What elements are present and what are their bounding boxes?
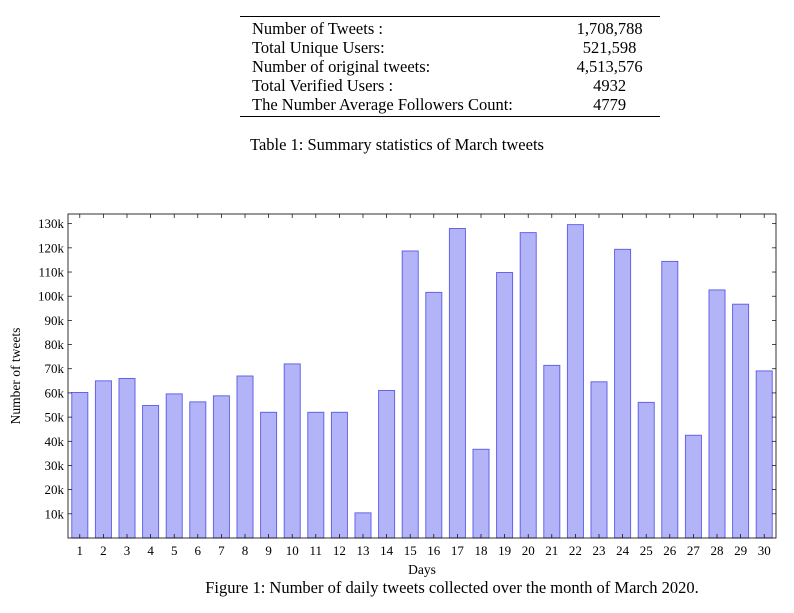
x-tick-label: 16 (427, 543, 441, 558)
x-tick-label: 10 (286, 543, 299, 558)
bar-day-10 (283, 363, 301, 539)
x-tick-label: 3 (124, 543, 131, 558)
y-tick-label: 50k (45, 410, 65, 425)
bar-day-16 (425, 291, 443, 539)
x-tick-label: 22 (569, 543, 582, 558)
daily-tweets-bar-chart: 1 2 3 4 5 6 7 8 9 10 11 12 13 14 15 16 17 18 19 20 21 22 23 24 2… (8, 213, 777, 577)
y-tick-label: 110k (38, 265, 64, 280)
bar-day-7 (212, 395, 230, 539)
table-row: The Number Average Followers Count: 4779 (240, 95, 660, 117)
x-tick-label: 2 (100, 543, 107, 558)
x-tick-label: 8 (242, 543, 249, 558)
bar-day-30 (755, 370, 773, 539)
bar-day-23 (590, 381, 608, 539)
x-tick-label: 4 (147, 543, 154, 558)
bar-day-15 (401, 250, 419, 539)
table-row-value: 4932 (593, 76, 627, 95)
bar-day-22 (566, 224, 584, 539)
x-tick-label: 28 (711, 543, 724, 558)
bar-day-26 (661, 260, 679, 539)
y-tick-label: 60k (45, 385, 65, 400)
table-row-label: Total Unique Users: (252, 38, 385, 57)
bar-day-14 (378, 390, 396, 539)
y-tick-label: 90k (45, 313, 65, 328)
bar-day-25 (637, 401, 655, 539)
bar-day-12 (330, 411, 348, 539)
x-tick-label: 29 (734, 543, 747, 558)
x-tick-label: 23 (593, 543, 606, 558)
x-tick-label: 7 (218, 543, 225, 558)
y-tick-label: 130k (38, 216, 65, 231)
bar-day-11 (307, 411, 325, 539)
bar-day-3 (118, 377, 136, 539)
x-tick-label: 11 (310, 543, 323, 558)
bar-day-6 (189, 401, 207, 539)
y-tick-label: 70k (45, 361, 65, 376)
bar-day-17 (448, 228, 466, 539)
bar-day-21 (543, 364, 561, 539)
x-tick-label: 30 (758, 543, 771, 558)
bar-day-24 (614, 248, 632, 539)
table-row-value: 521,598 (582, 38, 637, 57)
y-tick-label: 30k (45, 458, 65, 473)
x-tick-label: 17 (451, 543, 465, 558)
x-tick-label: 9 (265, 543, 272, 558)
figure-caption: Figure 1: Number of daily tweets collect… (205, 578, 699, 597)
x-tick-label: 6 (195, 543, 202, 558)
y-tick-label: 120k (38, 240, 65, 255)
bar-day-19 (496, 272, 514, 539)
x-tick-label: 1 (77, 543, 84, 558)
bar-day-5 (165, 393, 183, 539)
bar-day-8 (236, 375, 254, 539)
x-tick-label: 18 (475, 543, 488, 558)
table-caption: Table 1: Summary statistics of March twe… (250, 135, 544, 154)
x-tick-label: 14 (380, 543, 394, 558)
bar-day-4 (142, 405, 160, 539)
y-tick-label: 40k (45, 434, 65, 449)
bar-day-20 (519, 232, 537, 539)
bar-day-27 (684, 434, 702, 539)
table-row: Number of original tweets: 4,513,576 (240, 57, 660, 76)
plot-frame (67, 213, 777, 539)
x-tick-label: 19 (498, 543, 511, 558)
x-tick-label: 25 (640, 543, 653, 558)
table-row-value: 4779 (559, 95, 660, 117)
y-tick-label: 10k (45, 506, 65, 521)
x-axis-title: Days (408, 562, 436, 577)
table-row-value: 1,708,788 (559, 16, 660, 38)
x-tick-label: 5 (171, 543, 178, 558)
bar-day-1 (71, 391, 89, 539)
bar-day-18 (472, 448, 490, 539)
table-row-value: 4,513,576 (576, 57, 643, 76)
labels-layer: 1 2 3 4 5 6 7 8 9 10 11 12 13 14 15 16 17 18 19 20 21 22 23 24 2… (38, 216, 771, 558)
table-row: Total Verified Users : 4932 (240, 76, 660, 95)
table-row: Number of Tweets : 1,708,788 (240, 16, 660, 38)
bar-day-28 (708, 289, 726, 539)
x-tick-label: 26 (663, 543, 677, 558)
y-axis-title: Number of tweets (8, 328, 23, 425)
bar-day-9 (260, 411, 278, 539)
y-tick-label: 100k (38, 289, 65, 304)
table-row: Total Unique Users: 521,598 (240, 38, 660, 57)
bar-day-2 (94, 380, 112, 539)
table-row-label: Number of original tweets: (252, 57, 431, 76)
x-tick-label: 27 (687, 543, 701, 558)
x-tick-label: 20 (522, 543, 535, 558)
y-tick-label: 20k (45, 482, 65, 497)
table-row-label: Number of Tweets : (240, 16, 560, 38)
table-row-label: Total Verified Users : (252, 76, 394, 95)
ticks-layer (68, 214, 776, 538)
bar-day-29 (732, 303, 750, 539)
x-tick-label: 21 (545, 543, 558, 558)
table-row-label: The Number Average Followers Count: (240, 95, 560, 117)
x-tick-label: 13 (357, 543, 370, 558)
x-tick-label: 12 (333, 543, 346, 558)
bars-layer (71, 224, 773, 539)
x-tick-label: 24 (616, 543, 630, 558)
y-tick-label: 80k (45, 337, 65, 352)
x-tick-label: 15 (404, 543, 417, 558)
summary-statistics-table: Number of Tweets : 1,708,788 Total Uniqu… (240, 16, 660, 117)
